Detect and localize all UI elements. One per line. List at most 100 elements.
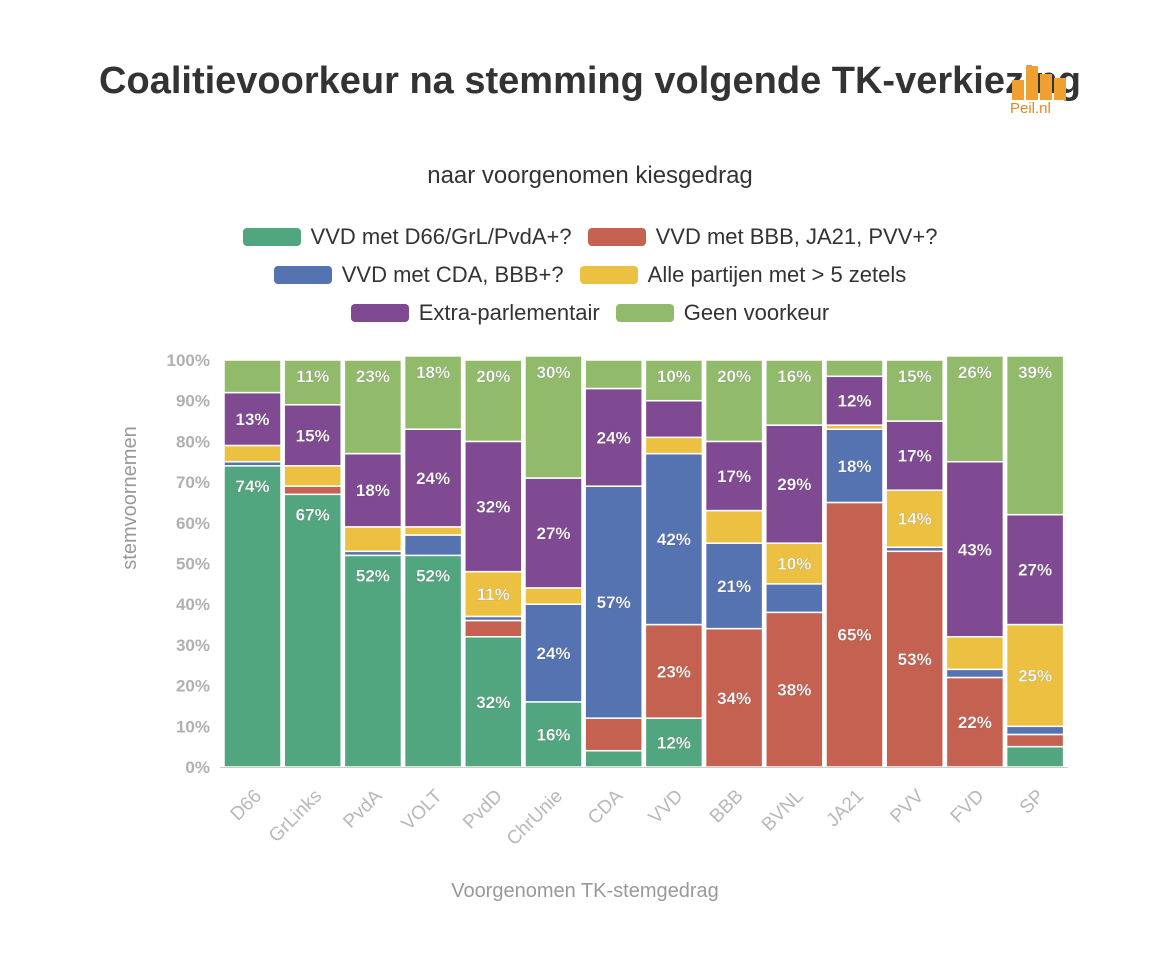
- legend-label: Geen voorkeur: [683, 300, 830, 325]
- bar-segment[interactable]: [765, 424, 824, 544]
- bar-segment[interactable]: [524, 587, 583, 605]
- bar-segment[interactable]: [584, 387, 643, 487]
- bar-segment[interactable]: [1005, 513, 1065, 626]
- bar-segment[interactable]: [885, 489, 944, 548]
- bar-segment[interactable]: [945, 355, 1005, 463]
- bar-segment[interactable]: [644, 452, 704, 626]
- data-label: 15%: [296, 426, 330, 445]
- bar-segment[interactable]: [885, 420, 944, 491]
- legend-item-geen-voorkeur[interactable]: Geen voorkeur: [615, 300, 830, 326]
- data-label: 18%: [416, 363, 450, 382]
- bar-segment[interactable]: [584, 485, 643, 719]
- legend-item-vvd-cda[interactable]: VVD met CDA, BBB+?: [273, 262, 564, 288]
- data-label: 34%: [717, 689, 751, 708]
- bar-segment[interactable]: [283, 485, 342, 496]
- data-label: 52%: [416, 566, 450, 585]
- bar-segment[interactable]: [464, 619, 523, 638]
- legend-label: Alle partijen met > 5 zetels: [647, 262, 907, 287]
- bar-segment[interactable]: [524, 477, 583, 589]
- bar-segment[interactable]: [1005, 725, 1065, 736]
- bar-segment[interactable]: [223, 465, 282, 768]
- bar-segment[interactable]: [765, 359, 824, 426]
- bar-segment[interactable]: [945, 461, 1005, 638]
- bar-segment[interactable]: [825, 428, 884, 504]
- bar-segment[interactable]: [403, 355, 463, 430]
- bar-segment[interactable]: [223, 359, 282, 394]
- bar-segment[interactable]: [403, 534, 463, 557]
- x-tick-label: BBB: [706, 786, 748, 828]
- bar-segment[interactable]: [283, 359, 342, 406]
- bar-segment[interactable]: [283, 404, 342, 467]
- data-label: 24%: [416, 469, 450, 488]
- bar-segment[interactable]: [283, 465, 342, 487]
- bar-segment[interactable]: [704, 627, 764, 768]
- x-tick-label: FVD: [947, 786, 989, 828]
- data-label: 20%: [476, 367, 510, 386]
- data-label: 20%: [717, 367, 751, 386]
- bar-segment[interactable]: [343, 359, 403, 455]
- legend-label: VVD met D66/GrL/PvdA+?: [310, 224, 572, 249]
- bar-segment[interactable]: [704, 359, 764, 443]
- data-label: 53%: [898, 650, 932, 669]
- bar-segment[interactable]: [644, 717, 704, 768]
- bar-segment[interactable]: [403, 526, 463, 536]
- bar-segment[interactable]: [644, 436, 704, 455]
- data-label: 39%: [1018, 363, 1052, 382]
- bar-segment[interactable]: [343, 554, 403, 768]
- bar-segment[interactable]: [945, 636, 1005, 671]
- x-tick-label: BVNL: [758, 786, 808, 836]
- x-tick-label: VOLT: [398, 785, 447, 834]
- bar-segment[interactable]: [584, 359, 643, 390]
- data-label: 57%: [597, 593, 631, 612]
- data-label: 38%: [777, 681, 811, 700]
- legend-swatch: [615, 304, 674, 322]
- bar-segment[interactable]: [704, 509, 764, 544]
- bar-segment[interactable]: [584, 749, 643, 768]
- legend-item-alle-partijen[interactable]: Alle partijen met > 5 zetels: [579, 262, 907, 288]
- bar-segment[interactable]: [825, 359, 884, 378]
- bar-segment[interactable]: [1005, 355, 1065, 516]
- bar-segment[interactable]: [765, 542, 824, 585]
- bar-segment[interactable]: [403, 554, 463, 768]
- bar-segment[interactable]: [343, 526, 403, 553]
- data-label: 24%: [536, 644, 570, 663]
- bar-segment[interactable]: [644, 399, 704, 439]
- bar-segment[interactable]: [1005, 623, 1065, 728]
- bar-segment[interactable]: [524, 603, 583, 703]
- y-tick-label: 70%: [176, 473, 210, 492]
- legend-item-extra-parlementair[interactable]: Extra-parlementair: [350, 300, 600, 326]
- bar-segment[interactable]: [464, 570, 523, 618]
- data-label: 30%: [536, 363, 570, 382]
- bar-segment[interactable]: [524, 701, 583, 768]
- bar-segment[interactable]: [765, 583, 824, 614]
- chart-subtitle: naar voorgenomen kiesgedrag: [427, 162, 753, 189]
- x-axis-title: Voorgenomen TK-stemgedrag: [451, 880, 719, 902]
- bar-segment[interactable]: [464, 440, 523, 573]
- bar-segment[interactable]: [704, 542, 764, 630]
- bar-segment[interactable]: [524, 355, 583, 479]
- x-tick-label: JA21: [823, 786, 868, 831]
- legend-item-vvd-bbb[interactable]: VVD met BBB, JA21, PVV+?: [587, 224, 937, 250]
- bar-segment[interactable]: [825, 375, 884, 426]
- bar-segment[interactable]: [1005, 733, 1065, 748]
- data-label: 11%: [296, 367, 329, 386]
- bar-segment[interactable]: [644, 359, 704, 402]
- x-tick-label: PvdD: [459, 786, 507, 834]
- legend-item-vvd-d66[interactable]: VVD met D66/GrL/PvdA+?: [242, 224, 572, 250]
- bar-segment[interactable]: [945, 668, 1005, 679]
- bar-segment[interactable]: [644, 623, 704, 719]
- legend-swatch: [350, 304, 409, 322]
- bar-segment[interactable]: [464, 359, 523, 443]
- bar-segment[interactable]: [283, 493, 342, 768]
- bar-segment[interactable]: [1005, 745, 1065, 768]
- bar-segment[interactable]: [765, 611, 824, 768]
- y-tick-label: 20%: [176, 677, 210, 696]
- bar-segment[interactable]: [885, 359, 944, 422]
- bar-segment[interactable]: [885, 550, 944, 768]
- data-label: 43%: [958, 540, 992, 559]
- bar-segment[interactable]: [223, 444, 282, 463]
- data-label: 23%: [657, 662, 691, 681]
- bar-segment[interactable]: [825, 501, 884, 768]
- bar-segment[interactable]: [584, 717, 643, 752]
- legend-swatch: [587, 228, 646, 246]
